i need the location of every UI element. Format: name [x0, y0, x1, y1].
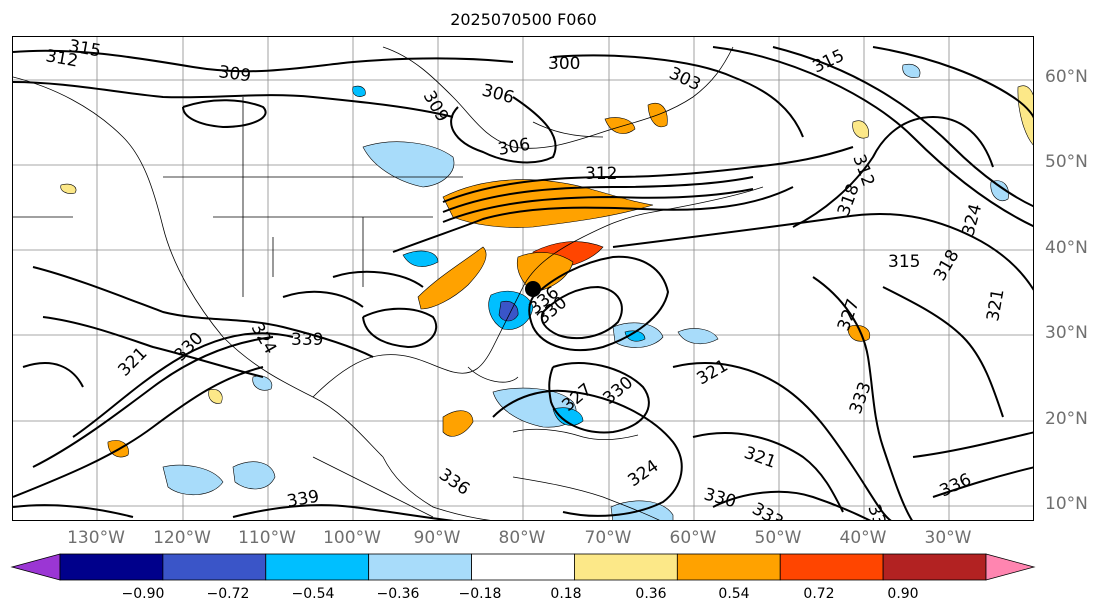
lon-label: 90°W — [413, 528, 461, 548]
colorbar-swatch — [471, 553, 575, 581]
contour-label: 306 — [496, 135, 531, 160]
map-title: 2025070500 F060 — [450, 10, 597, 29]
colorbar — [10, 553, 1036, 581]
colorbar-swatch — [882, 553, 987, 581]
contour-label: 333 — [863, 502, 893, 521]
colorbar-tick-label: −0.54 — [291, 586, 335, 602]
low-center-marker — [525, 281, 541, 297]
lon-label: 120°W — [153, 528, 211, 548]
colorbar-swatch — [162, 553, 267, 581]
contour-label: 309 — [217, 62, 252, 86]
lat-label: 10°N — [1045, 494, 1088, 514]
coastlines — [13, 46, 764, 520]
colorbar-tick-label: −0.18 — [458, 586, 502, 602]
lon-label: 30°W — [924, 528, 972, 548]
colorbar-swatch — [574, 553, 678, 581]
lon-label: 60°W — [669, 528, 717, 548]
contour-label: 321 — [114, 343, 151, 380]
colorbar-swatch — [676, 553, 781, 581]
colorbar-tick-label: −0.36 — [376, 586, 420, 602]
contour-label: 324 — [624, 456, 662, 491]
colorbar-tick-label: −0.72 — [206, 586, 250, 602]
colorbar-swatch — [368, 553, 472, 581]
colorbar-tick-label: 0.54 — [718, 586, 750, 602]
contour-label: 312 — [585, 164, 617, 184]
colorbar-tick-label: 0.36 — [635, 586, 667, 602]
contour-label: 336 — [435, 465, 473, 500]
colorbar-swatch — [265, 553, 370, 581]
colorbar-swatch — [779, 553, 884, 581]
contour-label: 315 — [810, 46, 848, 78]
contour-label: 333 — [749, 499, 787, 521]
lon-label: 130°W — [67, 528, 125, 548]
lat-label: 50°N — [1045, 152, 1088, 172]
colorbar-tick-label: 0.18 — [550, 586, 582, 602]
colorbar-swatch — [59, 553, 164, 581]
contour-label: 318 — [930, 246, 964, 284]
lon-label: 40°W — [839, 528, 887, 548]
lat-label: 30°N — [1045, 323, 1088, 343]
contour-label: 339 — [285, 487, 320, 512]
lon-label: 80°W — [498, 528, 546, 548]
lon-label: 50°W — [754, 528, 802, 548]
contour-label: 336 — [937, 470, 975, 502]
contour-lines — [13, 46, 1033, 520]
contour-label: 321 — [694, 356, 732, 390]
lon-label: 70°W — [584, 528, 632, 548]
contour-label: 339 — [291, 330, 323, 350]
lon-label: 100°W — [323, 528, 381, 548]
contour-label: 324 — [959, 202, 987, 239]
map-canvas: 315 312 309 306 300 303 309 312 306 315 … — [13, 37, 1033, 521]
colorbar-tick-label: −0.90 — [121, 586, 165, 602]
lat-label: 20°N — [1045, 409, 1088, 429]
contour-label: 315 — [888, 252, 920, 272]
contour-label: 312 — [44, 46, 79, 71]
lat-label: 40°N — [1045, 238, 1088, 258]
contour-label: 333 — [846, 379, 876, 416]
colorbar-tick-label: 0.72 — [803, 586, 835, 602]
contour-label: 330 — [702, 485, 739, 513]
contour-label: 306 — [480, 81, 517, 109]
contour-label: 321 — [741, 443, 778, 473]
colorbar-tick-label: 0.90 — [887, 586, 919, 602]
lon-label: 110°W — [238, 528, 296, 548]
map-panel: 315 312 309 306 300 303 309 312 306 315 … — [12, 36, 1034, 521]
contour-label: 321 — [983, 287, 1008, 322]
contour-label: 303 — [666, 63, 704, 95]
contour-label-group: 315 312 309 306 300 303 309 312 306 315 … — [44, 37, 1008, 521]
contour-label: 309 — [419, 88, 453, 126]
colorbar-extend-max — [985, 553, 1036, 581]
colorbar-extend-min — [10, 553, 61, 581]
lat-label: 60°N — [1045, 67, 1088, 87]
contour-label: 300 — [548, 54, 580, 74]
